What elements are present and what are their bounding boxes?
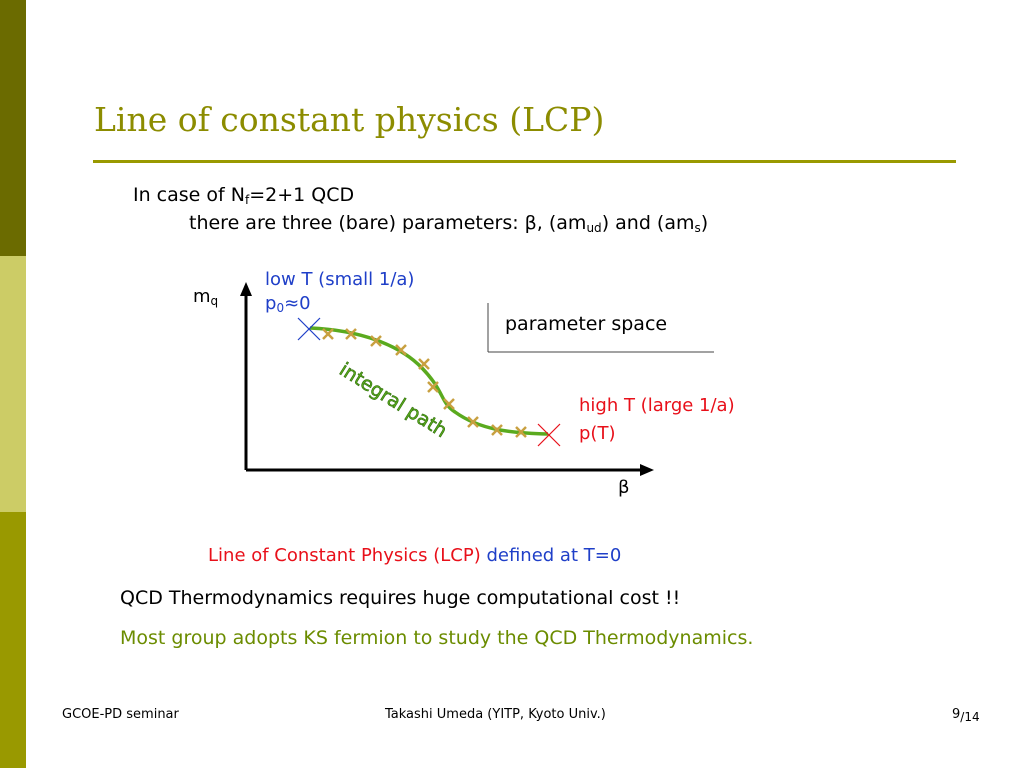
- y-axis-arrow: [240, 282, 252, 296]
- x-axis-arrow: [640, 464, 654, 476]
- high-temperature-endpoint-marker: [537, 423, 561, 447]
- title-underline: [93, 160, 956, 163]
- lattice-point-mark: [443, 398, 455, 410]
- lattice-point-mark: [322, 328, 334, 340]
- footer-author: Takashi Umeda (YITP, Kyoto Univ.): [385, 707, 606, 722]
- slide-title: Line of constant physics (LCP): [94, 100, 605, 139]
- sidebar-block-dark: [0, 0, 26, 256]
- low-temperature-title: low T (small 1/a): [265, 269, 415, 290]
- sidebar-block-light: [0, 256, 26, 512]
- intro-line-1: In case of Nf=2+1 QCD: [133, 184, 355, 207]
- intro-line-2: there are three (bare) parameters: β, (a…: [189, 212, 709, 235]
- y-axis-label: mq: [193, 286, 219, 308]
- lcp-definition: Line of Constant Physics (LCP) defined a…: [208, 545, 622, 566]
- high-temperature-title: high T (large 1/a): [579, 395, 735, 416]
- high-temperature-label: high T (large 1/a) p(T): [579, 392, 735, 448]
- lattice-point-mark: [418, 358, 430, 370]
- lattice-point-mark: [515, 426, 527, 438]
- sidebar-bar: [0, 0, 26, 768]
- lattice-point-mark: [427, 381, 439, 393]
- ks-fermion-note: Most group adopts KS fermion to study th…: [120, 627, 754, 649]
- integral-path-label: integral path: [335, 359, 451, 443]
- parameter-space-label: parameter space: [505, 313, 668, 335]
- lattice-point-mark: [370, 335, 382, 347]
- sidebar-block-olive: [0, 512, 26, 768]
- low-temperature-endpoint-marker: [297, 317, 321, 341]
- computational-cost-note: QCD Thermodynamics requires huge computa…: [120, 587, 681, 609]
- low-temperature-pressure: p0≈0: [265, 293, 311, 315]
- lattice-point-mark: [395, 344, 407, 356]
- low-temperature-label: low T (small 1/a) p0≈0: [265, 268, 414, 316]
- high-temperature-pressure: p(T): [579, 423, 616, 444]
- lattice-point-mark: [467, 416, 479, 428]
- x-axis-label: β: [618, 477, 630, 498]
- lattice-point-mark: [345, 328, 357, 340]
- lattice-point-mark: [491, 424, 503, 436]
- footer-event: GCOE-PD seminar: [62, 707, 179, 722]
- footer-page-number: 9/14: [952, 707, 980, 724]
- lattice-point-marks: [322, 328, 527, 438]
